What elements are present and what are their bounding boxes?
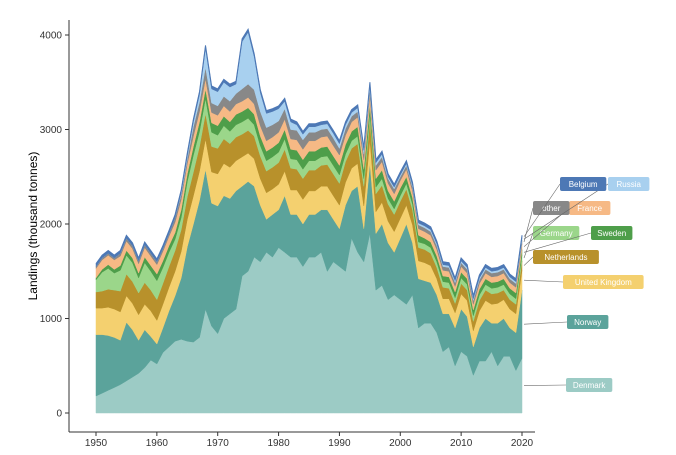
x-tick-label: 1960 xyxy=(146,438,169,449)
legend-label-germany: Germany xyxy=(540,229,573,238)
legend-box-united-kingdom xyxy=(563,275,644,289)
y-axis-title: Landings (thousand tonnes) xyxy=(26,152,40,301)
y-tick-label: 4000 xyxy=(40,31,63,42)
y-tick-label: 0 xyxy=(56,409,62,420)
y-tick-label: 2000 xyxy=(40,220,63,231)
axes-group xyxy=(68,20,535,433)
legend-leader-united-kingdom xyxy=(523,279,564,283)
x-tick-label: 1980 xyxy=(267,438,290,449)
legend-label-united-kingdom: United Kingdom xyxy=(575,278,632,287)
x-tick-label: 1970 xyxy=(207,438,230,449)
legend-group: Denmark Norway United Kingdom Netherlands Ge… xyxy=(523,177,650,392)
x-tick-label: 1950 xyxy=(85,438,108,449)
legend-box-other xyxy=(533,201,570,215)
legend-label-russia: Russia xyxy=(616,180,641,189)
x-tick-label: 2010 xyxy=(450,438,473,449)
x-tick-label: 2000 xyxy=(389,438,412,449)
x-tick-label: 2020 xyxy=(511,438,534,449)
legend-leader-norway xyxy=(523,321,568,325)
legend-leader-netherlands xyxy=(523,256,534,266)
legend-label-other: other xyxy=(542,204,561,213)
legend-label-france: France xyxy=(577,204,602,213)
legend-box-belgium xyxy=(560,177,607,191)
legend-box-russia xyxy=(608,177,650,191)
legend-box-norway xyxy=(567,315,609,329)
legend-label-belgium: Belgium xyxy=(569,180,598,189)
area-series-group xyxy=(95,28,523,414)
area-top-outline xyxy=(95,28,523,296)
legend-leader-russia xyxy=(523,183,609,240)
legend-box-germany xyxy=(533,226,580,240)
legend-box-denmark xyxy=(566,378,613,392)
legend-box-france xyxy=(569,201,611,215)
legend-leader-other xyxy=(523,207,534,243)
x-ticks-group: 1950 1960 1970 1980 1990 2000 2010 2020 xyxy=(85,432,534,449)
y-ticks-group: 0 1000 2000 3000 4000 xyxy=(40,31,69,420)
legend-label-denmark: Denmark xyxy=(573,381,606,390)
legend-box-netherlands xyxy=(533,250,599,264)
x-tick-label: 1990 xyxy=(328,438,351,449)
y-tick-label: 1000 xyxy=(40,314,63,325)
legend-label-netherlands: Netherlands xyxy=(544,253,587,262)
legend-label-norway: Norway xyxy=(574,318,601,327)
legend-leader-denmark xyxy=(523,384,567,386)
legend-box-sweden xyxy=(591,226,633,240)
legend-label-sweden: Sweden xyxy=(597,229,626,238)
legend-leader-sweden xyxy=(523,232,592,253)
y-tick-label: 3000 xyxy=(40,125,63,136)
legend-leader-belgium xyxy=(523,183,561,237)
legend-leader-germany xyxy=(523,232,534,259)
